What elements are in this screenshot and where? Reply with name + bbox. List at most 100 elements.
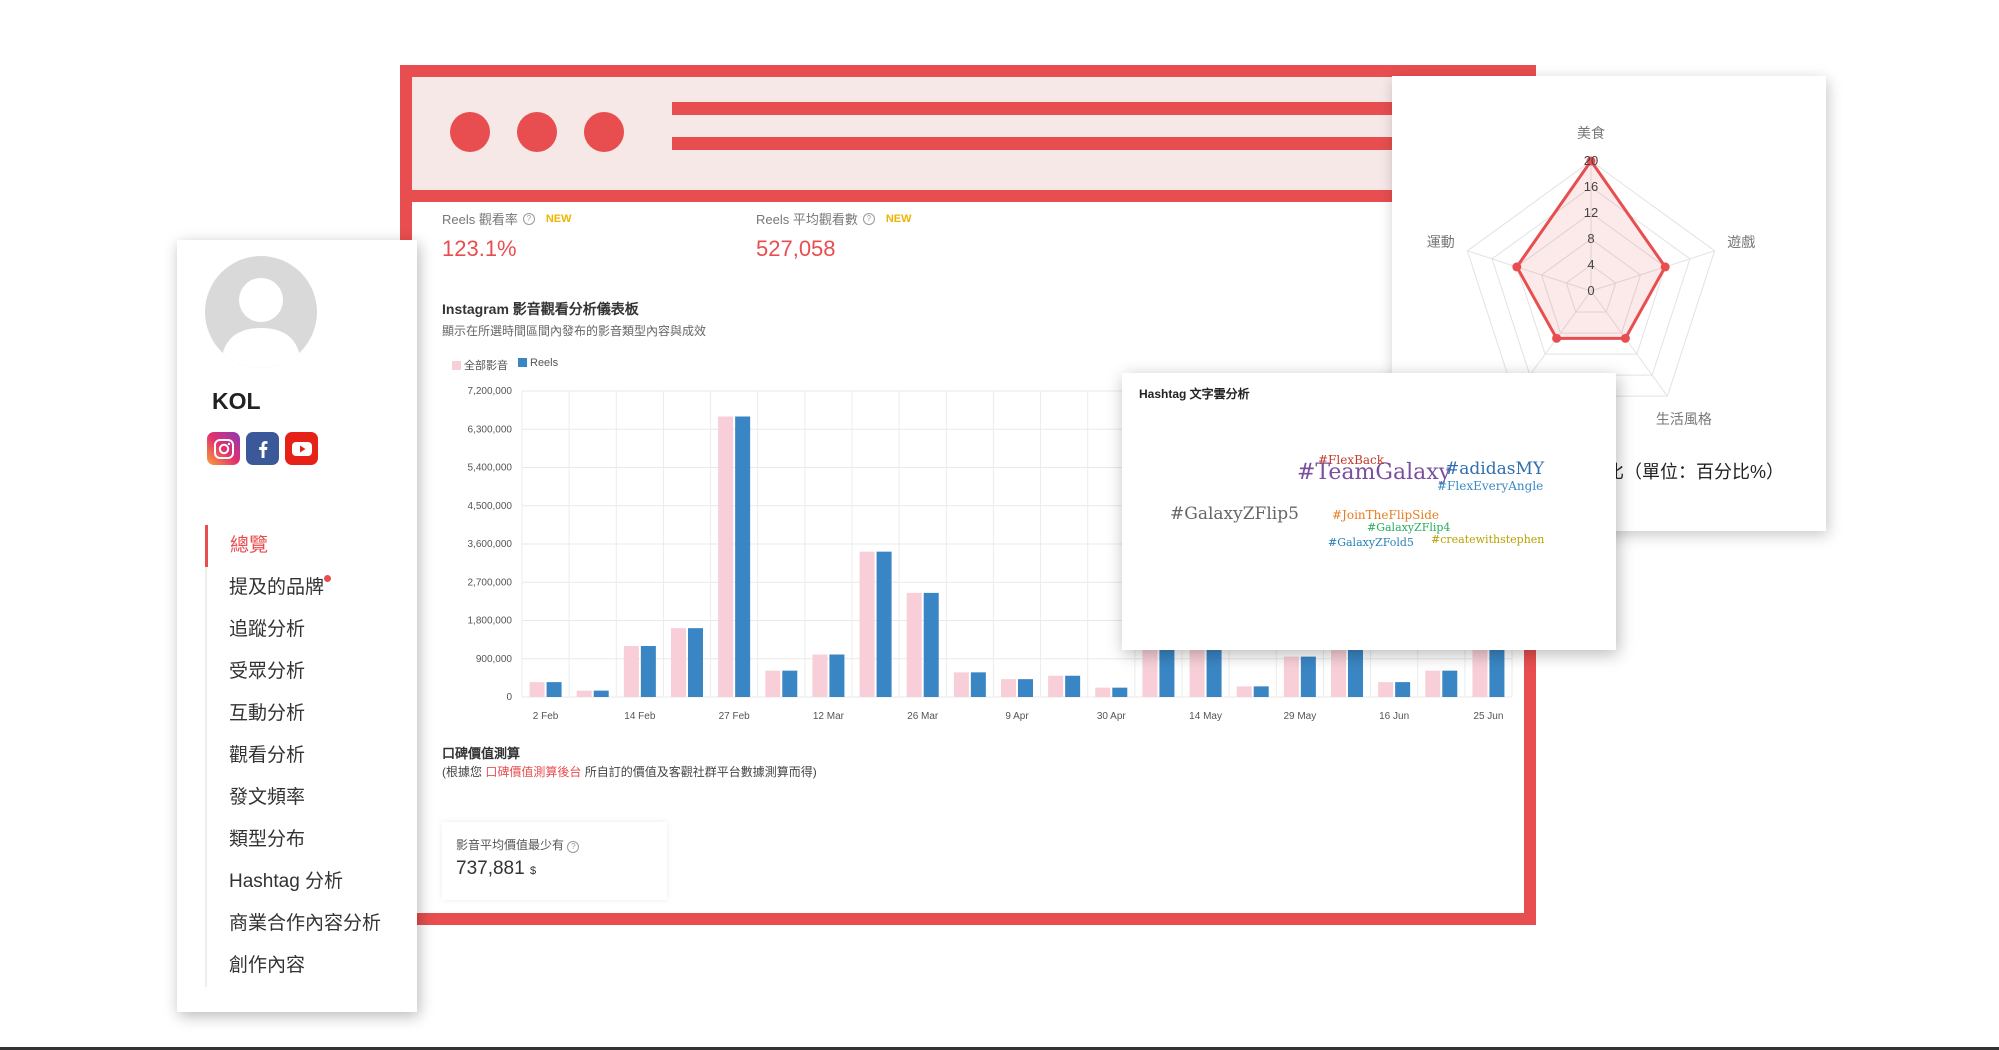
metric-reels-view-rate: Reels 觀看率? NEW 123.1% <box>442 209 572 262</box>
radar-value-point <box>1620 333 1630 343</box>
y-tick-label: 2,700,000 <box>468 577 513 588</box>
avg-value-card: 影音平均價值最少有 ? 737,881 $ <box>442 822 667 900</box>
radar-tick-label: 0 <box>1587 283 1594 298</box>
wom-settings-link[interactable]: 口碑價值測算後台 <box>485 765 582 779</box>
help-icon[interactable]: ? <box>567 841 580 853</box>
help-icon[interactable]: ? <box>862 212 875 225</box>
kol-name: KOL <box>212 388 261 414</box>
bottom-divider <box>0 1047 1999 1050</box>
window-control-dot[interactable] <box>584 112 624 152</box>
sidebar-item-category-distribution[interactable]: 類型分布 <box>229 829 306 850</box>
bar-all-videos <box>1236 686 1252 697</box>
radar-tick-label: 16 <box>1584 179 1598 194</box>
bar-all-videos <box>1331 639 1346 697</box>
dashboard-subtitle: 顯示在所選時間區間內發布的影音類型內容與成效 <box>442 324 707 338</box>
sidebar-item-content[interactable]: 創作內容 <box>229 955 306 976</box>
bar-reels <box>640 646 656 697</box>
hashtag-tag[interactable]: #TeamGalaxy <box>1297 460 1452 485</box>
hashtag-tag[interactable]: #GalaxyZFlip4 <box>1367 521 1451 534</box>
y-tick-label: 4,500,000 <box>468 501 513 512</box>
hashtag-cloud: #TeamGalaxy #GalaxyZFlip5 #adidasMY #Fle… <box>1122 373 1616 650</box>
avg-value-label-text: 影音平均價值最少有 <box>456 838 565 852</box>
sidebar-item-view-analysis[interactable]: 觀看分析 <box>229 745 306 766</box>
bar-reels <box>876 551 892 697</box>
user-avatar-icon <box>221 278 301 368</box>
bar-reels <box>593 690 609 697</box>
y-tick-label: 900,000 <box>476 654 513 665</box>
bar-all-videos <box>1095 687 1111 697</box>
bar-all-videos <box>1001 679 1016 697</box>
sidebar-item-post-frequency[interactable]: 發文頻率 <box>229 787 306 808</box>
hashtag-tag[interactable]: #FlexEveryAngle <box>1437 479 1544 493</box>
sidebar-item-overview[interactable]: 總覽 <box>205 525 381 567</box>
x-tick-label: 30 Apr <box>1097 711 1127 722</box>
facebook-icon[interactable] <box>246 432 279 465</box>
kol-sidebar: KOL 總覽 提及的品牌 追蹤分析 受眾分析 互動分析 觀看分析 發文頻率 類型… <box>177 240 417 1012</box>
radar-axis-label: 美食 <box>1577 125 1605 142</box>
sidebar-item-audience-analysis[interactable]: 受眾分析 <box>229 661 306 682</box>
bar-all-videos <box>623 646 639 697</box>
radar-value-point <box>1660 262 1670 272</box>
metric-value: 123.1% <box>442 236 517 261</box>
bar-reels <box>1018 679 1033 697</box>
legend-item[interactable]: 全部影音 <box>452 357 508 373</box>
avatar[interactable] <box>205 256 317 368</box>
hashtag-tag[interactable]: #GalaxyZFold5 <box>1328 536 1414 549</box>
sidebar-item-hashtag-analysis[interactable]: Hashtag 分析 <box>229 871 344 892</box>
metric-label: Reels 觀看率 <box>442 212 518 227</box>
hashtag-tag[interactable]: #adidasMY <box>1445 459 1545 479</box>
metric-label: Reels 平均觀看數 <box>756 212 858 227</box>
y-tick-label: 1,800,000 <box>468 616 513 627</box>
avg-value-label: 影音平均價值最少有 ? <box>456 836 580 853</box>
radar-value-point <box>1552 333 1562 343</box>
instagram-icon[interactable] <box>207 432 240 465</box>
hashtag-tag[interactable]: #createwithstephen <box>1431 533 1545 546</box>
bar-all-videos <box>576 690 592 697</box>
bar-all-videos <box>1283 656 1299 697</box>
legend-item[interactable]: Reels <box>518 357 558 373</box>
x-tick-label: 12 Mar <box>813 711 845 722</box>
avg-value-number: 737,881 <box>456 858 525 879</box>
chart-legend: 全部影音 Reels <box>452 357 558 373</box>
bar-reels <box>923 592 939 697</box>
bar-all-videos <box>765 670 781 697</box>
hashtag-tag[interactable]: #GalaxyZFlip5 <box>1170 504 1299 524</box>
new-badge: NEW <box>545 212 572 225</box>
metric-reels-avg-views: Reels 平均觀看數? NEW 527,058 <box>756 209 912 262</box>
bar-reels <box>1253 686 1269 697</box>
x-tick-label: 26 Mar <box>907 711 939 722</box>
bar-reels <box>970 672 986 697</box>
bar-all-videos <box>812 654 828 697</box>
sidebar-item-brands[interactable]: 提及的品牌 <box>207 567 381 609</box>
youtube-icon[interactable] <box>285 432 318 465</box>
sidebar-item-engagement-analysis[interactable]: 互動分析 <box>229 703 306 724</box>
x-tick-label: 14 May <box>1189 711 1222 722</box>
radar-grid-ring <box>1516 212 1666 355</box>
bar-reels <box>546 682 562 697</box>
wom-sub-suffix: 所自訂的價值及客觀社群平台數據測算而得) <box>581 765 817 779</box>
bar-all-videos <box>671 628 686 697</box>
hashtag-tag[interactable]: #FlexBack <box>1318 453 1385 467</box>
y-tick-label: 0 <box>506 692 512 703</box>
radar-grid-ring <box>1540 238 1642 334</box>
legend-label: Reels <box>530 357 559 369</box>
legend-swatch <box>518 358 527 367</box>
hashtag-tag[interactable]: #JoinTheFlipSide <box>1332 508 1440 522</box>
help-icon[interactable]: ? <box>522 212 535 225</box>
bar-reels <box>1395 682 1411 697</box>
y-tick-label: 3,600,000 <box>468 539 513 550</box>
window-control-dot[interactable] <box>450 112 490 152</box>
sidebar-item-sponsored-content[interactable]: 商業合作內容分析 <box>229 913 382 934</box>
sidebar-item-follower-analysis[interactable]: 追蹤分析 <box>229 619 306 640</box>
social-links <box>207 432 318 465</box>
avg-value-unit: $ <box>529 865 537 877</box>
radar-spoke <box>1590 250 1715 292</box>
radar-tick-label: 8 <box>1587 231 1594 246</box>
window-control-dot[interactable] <box>517 112 557 152</box>
radar-title: 比（單位：百分比%） <box>1606 462 1785 482</box>
x-tick-label: 27 Feb <box>719 711 751 722</box>
x-tick-label: 14 Feb <box>624 711 656 722</box>
radar-spoke <box>1467 250 1592 292</box>
radar-grid-ring <box>1565 264 1617 313</box>
